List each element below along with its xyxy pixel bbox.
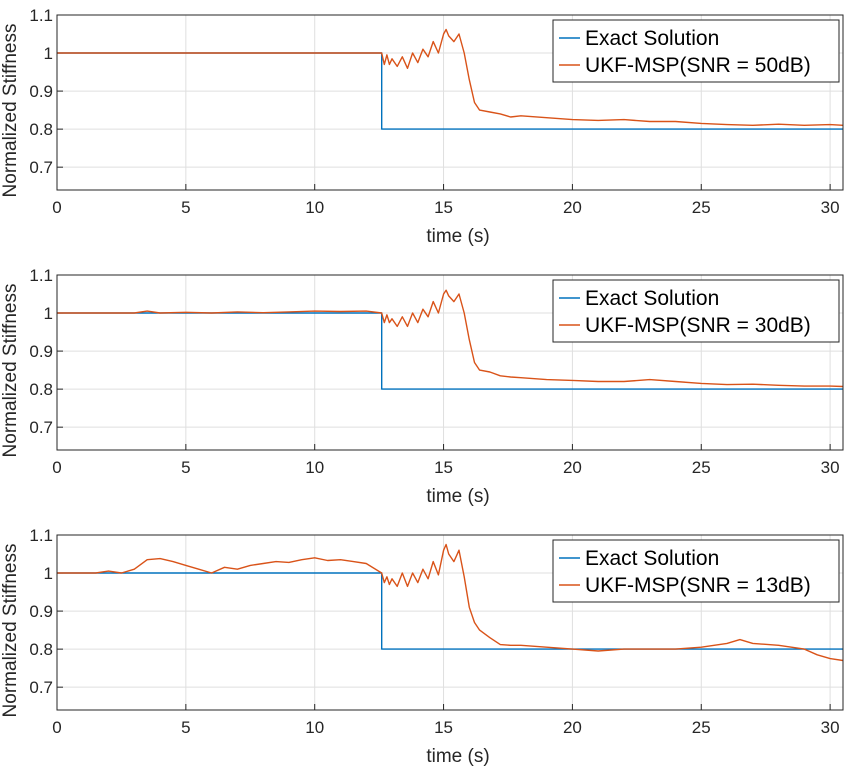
legend-box	[552, 19, 840, 83]
x-axis-label: time (s)	[426, 226, 489, 247]
x-tick-label: 15	[434, 458, 453, 477]
x-tick-label: 10	[305, 718, 324, 737]
x-tick-label: 20	[563, 198, 582, 217]
legend-entry-label: UKF-MSP(SNR = 50dB)	[585, 54, 811, 77]
legend-entry-label: Exact Solution	[585, 27, 719, 50]
y-tick-label: 1.1	[29, 526, 53, 545]
y-tick-label: 0.8	[29, 120, 53, 139]
y-tick-label: 0.8	[29, 640, 53, 659]
y-axis-label: Normalized Stiffness	[0, 284, 21, 458]
y-axis-label: Normalized Stiffness	[0, 24, 21, 198]
x-tick-label: 20	[563, 718, 582, 737]
chart-panel-2: 0 5 10 15 20 25 30 0.7 0.8 0.9 1 1.1 time (s) Normali…	[0, 266, 844, 507]
axes-box	[56, 274, 844, 451]
series-line-ukf-msp	[57, 289, 843, 388]
legend: Exact Solution UKF-MSP(SNR = 30dB)	[552, 279, 840, 343]
x-tick-label: 10	[305, 198, 324, 217]
axes-box	[56, 14, 844, 191]
x-tick-label: 20	[563, 458, 582, 477]
y-tick-label: 0.7	[29, 678, 53, 697]
series-line-ukf-msp	[57, 543, 843, 662]
chart-panel-3: 0 5 10 15 20 25 30 0.7 0.8 0.9 1 1.1 time (s) Normali…	[0, 526, 844, 767]
x-tick-label: 30	[821, 718, 840, 737]
y-tick-label: 0.7	[29, 418, 53, 437]
x-tick-label: 0	[52, 718, 61, 737]
x-tick-label: 25	[692, 458, 711, 477]
y-tick-label: 1.1	[29, 6, 53, 25]
y-tick-label: 1	[44, 44, 53, 63]
y-tick-label: 0.7	[29, 158, 53, 177]
y-tick-label: 0.9	[29, 342, 53, 361]
legend-entry-label: Exact Solution	[585, 287, 719, 310]
x-tick-label: 5	[181, 198, 190, 217]
x-tick-label: 5	[181, 458, 190, 477]
y-tick-label: 0.9	[29, 602, 53, 621]
chart-panel-1: 0 5 10 15 20 25 30 0.7 0.8 0.9 1 1.1 time (s) Normali…	[0, 6, 844, 247]
x-tick-label: 30	[821, 198, 840, 217]
y-axis-label: Normalized Stiffness	[0, 544, 21, 718]
legend-entry-label: UKF-MSP(SNR = 13dB)	[585, 574, 811, 597]
legend-box	[552, 279, 840, 343]
x-tick-label: 15	[434, 718, 453, 737]
y-tick-label: 1.1	[29, 266, 53, 285]
legend-entry-label: Exact Solution	[585, 547, 719, 570]
x-tick-label: 30	[821, 458, 840, 477]
x-tick-label: 0	[52, 458, 61, 477]
x-tick-label: 10	[305, 458, 324, 477]
x-axis-label: time (s)	[426, 486, 489, 507]
series-line-ukf-msp	[57, 28, 843, 127]
x-tick-label: 15	[434, 198, 453, 217]
y-tick-label: 0.9	[29, 82, 53, 101]
series-line-exact-solution	[57, 572, 843, 650]
x-tick-label: 25	[692, 198, 711, 217]
y-tick-label: 1	[44, 304, 53, 323]
x-tick-label: 0	[52, 198, 61, 217]
axes-box	[56, 534, 844, 711]
y-tick-label: 1	[44, 564, 53, 583]
legend-entry-label: UKF-MSP(SNR = 30dB)	[585, 314, 811, 337]
x-tick-label: 25	[692, 718, 711, 737]
y-tick-label: 0.8	[29, 380, 53, 399]
legend-box	[552, 539, 840, 603]
legend: Exact Solution UKF-MSP(SNR = 13dB)	[552, 539, 840, 603]
legend: Exact Solution UKF-MSP(SNR = 50dB)	[552, 19, 840, 83]
x-axis-label: time (s)	[426, 746, 489, 767]
x-tick-label: 5	[181, 718, 190, 737]
